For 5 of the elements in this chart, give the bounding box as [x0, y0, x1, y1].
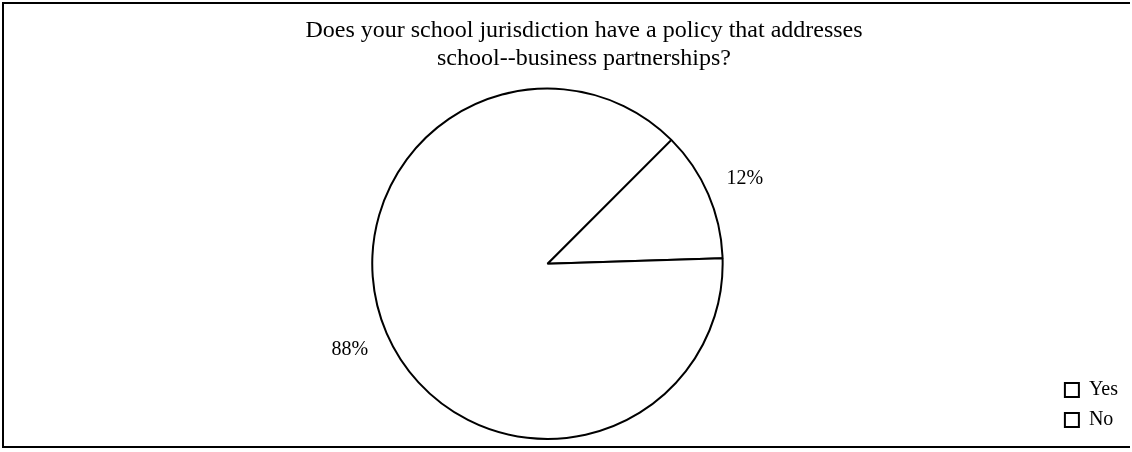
data-label: 88%: [331, 336, 369, 359]
legend-label: Yes: [1088, 377, 1119, 400]
data-label: 12%: [726, 165, 764, 188]
legend-label: No: [1088, 407, 1114, 430]
chart-title: Does your school jurisdiction have a policy that addresses school--business partnerships?: [305, 15, 863, 71]
